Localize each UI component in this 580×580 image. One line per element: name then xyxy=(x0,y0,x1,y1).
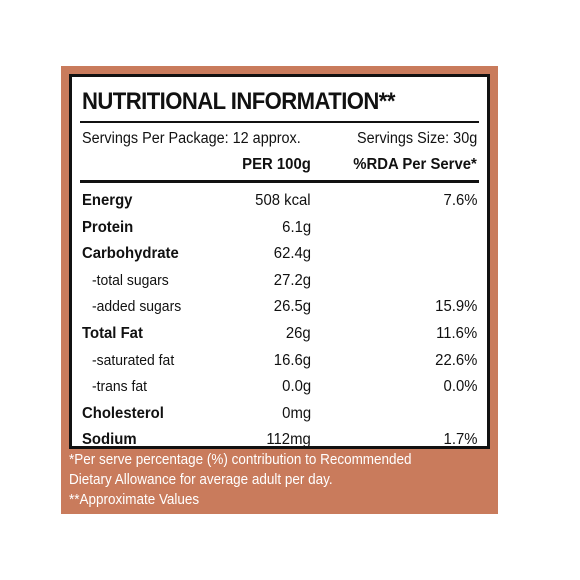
nutrition-title: NUTRITIONAL INFORMATION** xyxy=(82,88,395,115)
nutrient-rda: 11.6% xyxy=(435,324,477,342)
header-divider xyxy=(80,180,479,183)
nutrient-per100: 26.5g xyxy=(273,298,311,316)
serving-size: Servings Size: 30g xyxy=(356,130,477,147)
nutrient-row-sodium: Sodium 112mg 1.7% xyxy=(82,426,477,453)
nutrient-per100: 62.4g xyxy=(273,245,311,263)
nutrient-row-protein: Protein 6.1g xyxy=(82,214,477,241)
nutrient-name: Energy xyxy=(82,192,133,209)
column-headers: PER 100g %RDA Per Serve* xyxy=(82,156,477,178)
nutrient-per100: 27.2g xyxy=(273,271,311,289)
nutrient-name: -total sugars xyxy=(92,271,169,289)
column-header-per100: PER 100g xyxy=(242,156,311,173)
servings-info: Servings Per Package: 12 approx. Serving… xyxy=(82,130,477,150)
footnote-rda-line1: *Per serve percentage (%) contribution t… xyxy=(69,452,412,468)
nutrient-per100: 6.1g xyxy=(282,218,311,236)
nutrient-rows: Energy 508 kcal 7.6% Protein 6.1g Carboh… xyxy=(82,187,477,453)
footnote: *Per serve percentage (%) contribution t… xyxy=(69,450,494,510)
nutrient-row-total-fat: Total Fat 26g 11.6% xyxy=(82,320,477,347)
nutrient-per100: 0mg xyxy=(282,404,311,422)
nutrient-row-saturated-fat: -saturated fat 16.6g 22.6% xyxy=(82,347,477,374)
nutrient-per100: 0.0g xyxy=(282,378,311,396)
nutrient-per100: 26g xyxy=(286,324,311,342)
nutrition-table-card: NUTRITIONAL INFORMATION** Servings Per P… xyxy=(69,74,490,449)
nutrient-name: Carbohydrate xyxy=(82,245,179,263)
nutrient-per100: 112mg xyxy=(266,431,311,449)
nutrient-name: -saturated fat xyxy=(92,351,175,369)
nutrient-name: -trans fat xyxy=(92,378,148,396)
footnote-approx: **Approximate Values xyxy=(69,492,200,508)
nutrient-row-total-sugars: -total sugars 27.2g xyxy=(82,267,477,294)
nutrient-rda: 7.6% xyxy=(443,192,477,209)
nutrient-row-carbohydrate: Carbohydrate 62.4g xyxy=(82,240,477,267)
label-panel: NUTRITIONAL INFORMATION** Servings Per P… xyxy=(61,66,498,514)
nutrient-per100: 16.6g xyxy=(273,351,311,369)
footnote-rda-line2: Dietary Allowance for average adult per … xyxy=(69,472,333,488)
nutrient-rda: 15.9% xyxy=(434,298,477,316)
nutrient-row-cholesterol: Cholesterol 0mg xyxy=(82,400,477,427)
nutrient-name: Total Fat xyxy=(82,324,143,342)
nutrient-name: Cholesterol xyxy=(82,404,164,422)
title-divider xyxy=(80,121,479,123)
nutrient-row-energy: Energy 508 kcal 7.6% xyxy=(82,187,477,214)
nutrient-name: -added sugars xyxy=(92,298,182,316)
nutrient-name: Sodium xyxy=(82,431,137,449)
nutrient-rda: 0.0% xyxy=(443,378,477,396)
nutrient-rda: 1.7% xyxy=(443,431,477,449)
servings-per-package: Servings Per Package: 12 approx. xyxy=(82,130,301,147)
nutrient-row-added-sugars: -added sugars 26.5g 15.9% xyxy=(82,293,477,320)
nutrient-rda: 22.6% xyxy=(434,351,477,369)
nutrient-name: Protein xyxy=(82,218,134,236)
column-header-rda: %RDA Per Serve* xyxy=(353,156,477,173)
nutrient-row-trans-fat: -trans fat 0.0g 0.0% xyxy=(82,373,477,400)
nutrient-per100: 508 kcal xyxy=(255,192,311,209)
